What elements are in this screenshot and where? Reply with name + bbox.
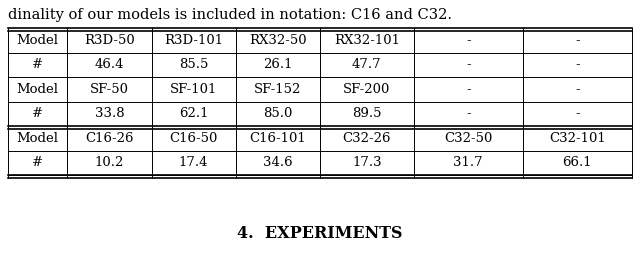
Text: SF-152: SF-152 [254,83,301,96]
Text: 4.  EXPERIMENTS: 4. EXPERIMENTS [237,225,403,242]
Text: 26.1: 26.1 [263,58,292,71]
Text: #: # [32,156,44,169]
Text: -: - [466,34,470,47]
Text: 17.3: 17.3 [352,156,381,169]
Text: 85.5: 85.5 [179,58,209,71]
Text: 34.6: 34.6 [263,156,292,169]
Text: 31.7: 31.7 [453,156,483,169]
Text: SF-101: SF-101 [170,83,218,96]
Text: C32-50: C32-50 [444,132,492,145]
Text: 17.4: 17.4 [179,156,209,169]
Text: -: - [466,83,470,96]
Text: 47.7: 47.7 [352,58,381,71]
Text: SF-200: SF-200 [343,83,390,96]
Text: C32-26: C32-26 [342,132,391,145]
Text: -: - [575,107,580,120]
Text: 66.1: 66.1 [563,156,592,169]
Text: 33.8: 33.8 [95,107,124,120]
Text: -: - [575,34,580,47]
Text: 10.2: 10.2 [95,156,124,169]
Text: C16-26: C16-26 [85,132,134,145]
Text: 85.0: 85.0 [263,107,292,120]
Text: SF-50: SF-50 [90,83,129,96]
Text: R3D-101: R3D-101 [164,34,223,47]
Text: -: - [466,58,470,71]
Text: -: - [575,83,580,96]
Text: C16-101: C16-101 [250,132,307,145]
Text: Model: Model [17,83,59,96]
Text: 89.5: 89.5 [352,107,381,120]
Text: #: # [32,58,44,71]
Text: -: - [575,58,580,71]
Text: Model: Model [17,34,59,47]
Text: #: # [32,107,44,120]
Text: dinality of our models is included in notation: C16 and C32.: dinality of our models is included in no… [8,8,452,22]
Text: 62.1: 62.1 [179,107,209,120]
Text: RX32-101: RX32-101 [334,34,400,47]
Text: 46.4: 46.4 [95,58,124,71]
Text: C32-101: C32-101 [549,132,606,145]
Text: C16-50: C16-50 [170,132,218,145]
Text: R3D-50: R3D-50 [84,34,135,47]
Text: RX32-50: RX32-50 [249,34,307,47]
Text: -: - [466,107,470,120]
Text: Model: Model [17,132,59,145]
